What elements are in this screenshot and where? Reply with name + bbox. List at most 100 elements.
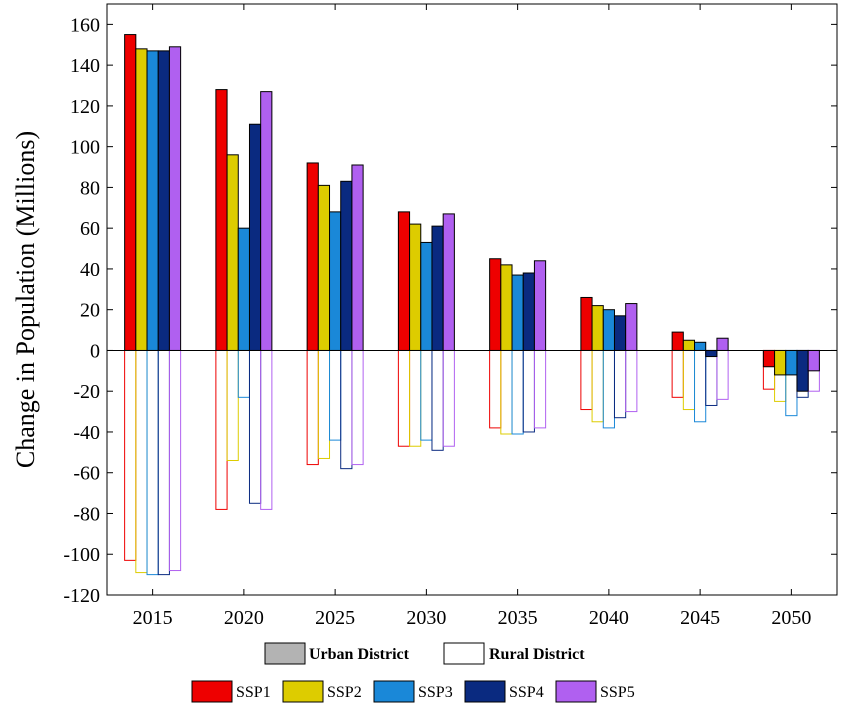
bar-rural-ssp2-2040 xyxy=(591,349,604,423)
bar-rural-ssp1-2045 xyxy=(671,349,684,398)
x-tick-label: 2050 xyxy=(771,607,811,629)
bar-urban-ssp4-2040 xyxy=(613,315,627,351)
bar-urban-ssp1-2025 xyxy=(306,162,319,351)
bar-rural-ssp5-2035 xyxy=(533,349,547,429)
bar-rural-ssp1-2025 xyxy=(306,349,319,466)
bar-rural-ssp4-2030 xyxy=(431,349,444,451)
legend-swatch-rural-district xyxy=(443,642,485,665)
x-tick-label: 2030 xyxy=(406,607,446,629)
x-tick-label: 2040 xyxy=(589,607,629,629)
x-axis: 2015 2020 2025 2030 2035 2040 2045 2050 xyxy=(133,4,811,629)
bar-urban-ssp4-2050 xyxy=(796,349,809,392)
bar-rural-ssp1-2020 xyxy=(215,349,228,510)
bar-urban-ssp5-2015 xyxy=(168,46,182,351)
y-tick-label: 80 xyxy=(80,177,100,199)
bar-urban-ssp4-2030 xyxy=(431,225,444,351)
legend-scenarios: SSP1 SSP2 SSP3 SSP4 SSP5 xyxy=(191,680,635,703)
bar-rural-ssp3-2045 xyxy=(694,349,707,423)
bar-rural-ssp5-2045 xyxy=(716,349,729,400)
legend-label-ssp3: SSP3 xyxy=(418,684,453,701)
bar-rural-ssp2-2035 xyxy=(500,349,513,435)
bar-urban-ssp5-2020 xyxy=(260,91,273,351)
y-tick-label: -20 xyxy=(73,381,100,403)
bar-rural-ssp5-2020 xyxy=(260,349,273,510)
bar-rural-ssp5-2025 xyxy=(351,349,364,466)
y-tick-label: -40 xyxy=(73,422,100,444)
bar-rural-ssp2-2030 xyxy=(409,349,422,447)
rural-bars-layer xyxy=(124,349,820,576)
x-tick-label: 2015 xyxy=(133,607,173,629)
x-tick-label: 2045 xyxy=(680,607,720,629)
y-axis-title: Change in Population (Millions) xyxy=(11,131,40,468)
legend-label-ssp2: SSP2 xyxy=(327,684,362,701)
legend-swatch-ssp4 xyxy=(464,680,506,703)
legend-label-district: Urban District xyxy=(309,646,410,663)
bar-urban-ssp5-2040 xyxy=(625,303,638,351)
y-tick-label: -120 xyxy=(63,585,100,607)
y-tick-label: 160 xyxy=(70,14,100,36)
bar-urban-ssp3-2050 xyxy=(785,349,798,376)
bar-urban-ssp4-2025 xyxy=(340,180,353,351)
bar-urban-ssp5-2045 xyxy=(716,337,729,351)
legend-label-district: Rural District xyxy=(489,646,585,663)
bar-urban-ssp3-2020 xyxy=(237,227,250,351)
bar-urban-ssp1-2035 xyxy=(489,258,502,351)
bar-urban-ssp5-2030 xyxy=(442,213,455,351)
bar-rural-ssp3-2030 xyxy=(420,349,433,441)
bar-urban-ssp4-2045 xyxy=(705,349,718,358)
bar-urban-ssp4-2035 xyxy=(522,272,535,351)
bar-rural-ssp4-2020 xyxy=(248,349,262,504)
plot-frame xyxy=(106,3,838,596)
bar-urban-ssp3-2045 xyxy=(694,341,707,351)
bar-urban-ssp1-2050 xyxy=(762,349,776,368)
bar-urban-ssp5-2050 xyxy=(807,349,820,372)
bar-rural-ssp1-2015 xyxy=(124,349,137,561)
bar-urban-ssp2-2045 xyxy=(682,339,696,351)
bar-urban-ssp3-2040 xyxy=(602,309,615,351)
bar-urban-ssp3-2025 xyxy=(329,211,342,351)
bar-urban-ssp2-2025 xyxy=(317,184,331,351)
bar-rural-ssp3-2020 xyxy=(237,349,250,398)
bar-urban-ssp1-2020 xyxy=(215,89,228,351)
bar-urban-ssp1-2030 xyxy=(397,211,411,351)
legend-swatch-ssp1 xyxy=(191,680,233,703)
bar-urban-ssp4-2015 xyxy=(157,50,170,351)
bar-urban-ssp1-2015 xyxy=(124,34,137,351)
urban-bars-layer xyxy=(124,34,820,392)
x-tick-label: 2035 xyxy=(498,607,538,629)
bar-rural-ssp1-2035 xyxy=(489,349,502,429)
y-tick-label: -60 xyxy=(73,463,100,485)
bar-urban-ssp5-2025 xyxy=(351,164,364,351)
y-tick-label: 40 xyxy=(80,259,100,281)
y-tick-label: 140 xyxy=(70,55,100,77)
bar-rural-ssp2-2025 xyxy=(317,349,331,459)
legend-swatch-ssp2 xyxy=(282,680,324,703)
y-axis: -120 -100 -80 -60 -40 -20 0 20 40 60 80 100 120 140 16… xyxy=(63,14,837,607)
bar-rural-ssp3-2025 xyxy=(329,349,342,441)
bar-rural-ssp3-2015 xyxy=(146,349,159,576)
legend-district-type: Urban District Rural District xyxy=(264,642,585,665)
bar-rural-ssp1-2030 xyxy=(397,349,411,447)
legend-swatch-ssp5 xyxy=(555,680,597,703)
bar-rural-ssp1-2040 xyxy=(580,349,593,411)
bar-urban-ssp5-2035 xyxy=(533,260,547,351)
y-tick-label: 20 xyxy=(80,300,100,322)
y-tick-label: 120 xyxy=(70,96,100,118)
bar-urban-ssp4-2020 xyxy=(248,123,262,351)
legend-label-ssp5: SSP5 xyxy=(600,684,635,701)
bar-rural-ssp4-2025 xyxy=(340,349,353,470)
bar-rural-ssp5-2015 xyxy=(168,349,182,572)
bar-rural-ssp2-2020 xyxy=(226,349,239,461)
bar-urban-ssp2-2015 xyxy=(135,48,148,351)
y-tick-label: -80 xyxy=(73,503,100,525)
bar-urban-ssp2-2030 xyxy=(409,223,422,351)
y-tick-label: 0 xyxy=(90,340,100,362)
bar-urban-ssp2-2020 xyxy=(226,154,239,351)
bar-rural-ssp2-2015 xyxy=(135,349,148,574)
x-tick-label: 2020 xyxy=(224,607,264,629)
bar-urban-ssp1-2040 xyxy=(580,296,593,351)
legend-swatch-ssp3 xyxy=(373,680,415,703)
bar-urban-ssp2-2040 xyxy=(591,305,604,351)
bar-rural-ssp4-2040 xyxy=(613,349,627,419)
